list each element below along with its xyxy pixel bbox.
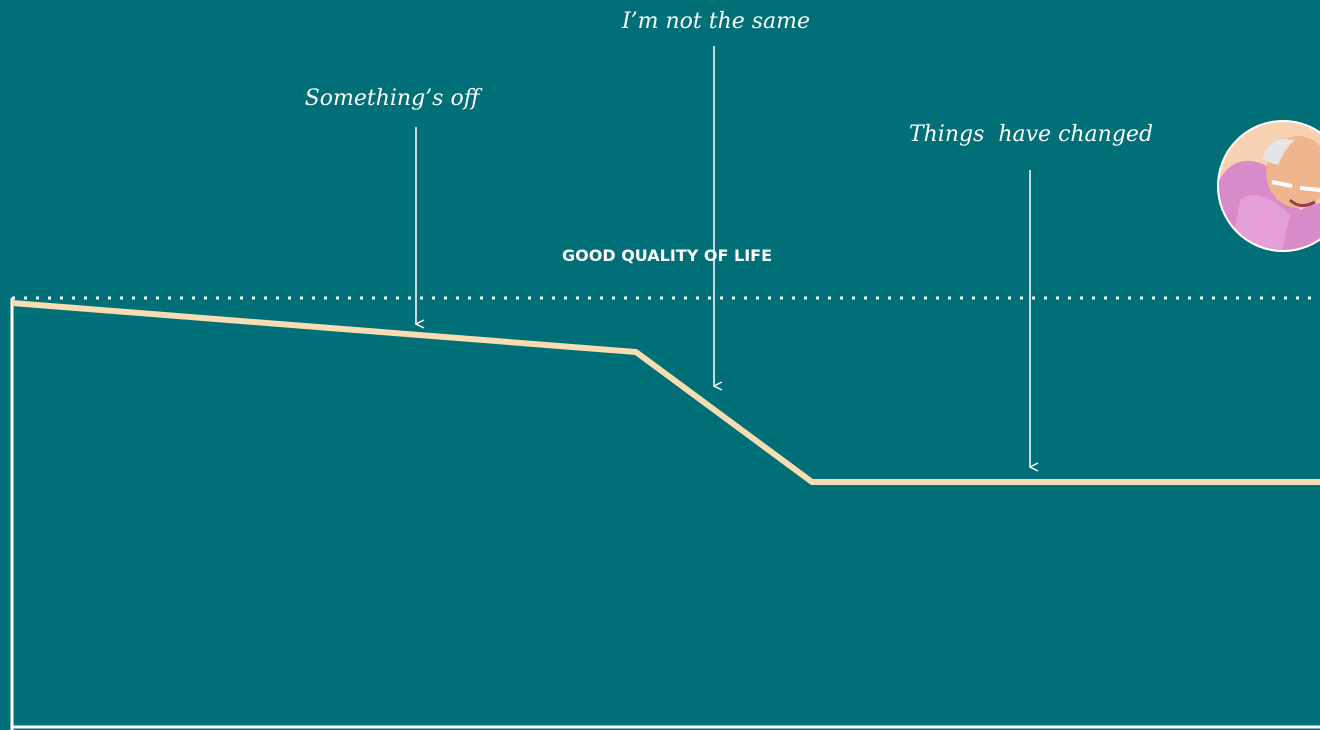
- annotation: Things have changed: [909, 122, 1153, 147]
- trajectory: [11, 300, 1320, 485]
- baseline-label: GOOD QUALITY OF LIFE: [562, 246, 772, 265]
- annotation: I’m not the same: [621, 9, 810, 34]
- annotation: Something’s off: [305, 86, 483, 111]
